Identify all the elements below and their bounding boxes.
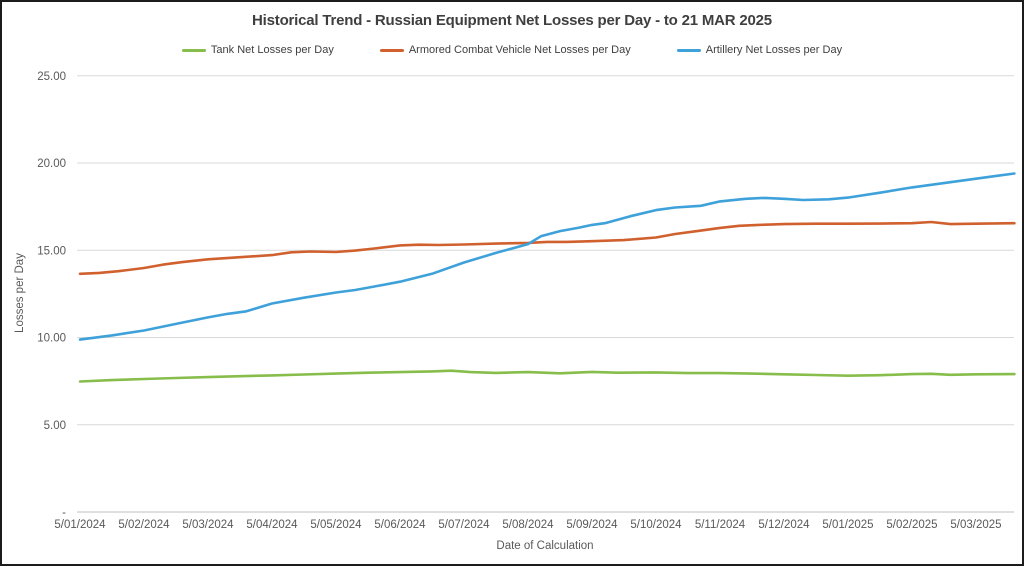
x-tick-label: 5/11/2024 bbox=[695, 519, 746, 531]
x-tick-label: 5/01/2024 bbox=[54, 519, 106, 531]
chart-title: Historical Trend - Russian Equipment Net… bbox=[252, 12, 772, 29]
tank-line-swatch bbox=[181, 48, 206, 52]
x-tick-label: 5/07/2024 bbox=[438, 519, 490, 531]
series-line-artillery bbox=[78, 172, 1016, 341]
legend-label-artillery: Artillery Net Losses per Day bbox=[705, 44, 843, 56]
x-tick-label: 5/06/2024 bbox=[374, 519, 426, 531]
x-axis-title: Date of Calculation bbox=[496, 540, 593, 552]
x-tick-label: 5/04/2024 bbox=[246, 519, 298, 531]
y-axis-title: Losses per Day bbox=[14, 253, 26, 333]
legend-label-tank: Tank Net Losses per Day bbox=[210, 44, 334, 56]
artillery-line-swatch bbox=[676, 48, 701, 52]
legend-item-tank: Tank Net Losses per Day bbox=[181, 44, 334, 56]
series-line-armored-combat-vehicle bbox=[78, 220, 1016, 276]
y-tick-label: 5.00 bbox=[44, 420, 66, 432]
x-tick-label: 5/01/2025 bbox=[822, 519, 873, 531]
x-tick-label: 5/02/2024 bbox=[118, 519, 170, 531]
armored-combat-vehicle-line-swatch bbox=[379, 48, 404, 52]
legend-label-armored-combat-vehicle: Armored Combat Vehicle Net Losses per Da… bbox=[408, 44, 631, 56]
legend-item-armored-combat-vehicle: Armored Combat Vehicle Net Losses per Da… bbox=[379, 44, 631, 56]
y-tick-label: 15.00 bbox=[37, 245, 66, 257]
y-tick-label: - bbox=[62, 507, 66, 519]
series-line-tank bbox=[78, 369, 1016, 383]
x-tick-label: 5/10/2024 bbox=[630, 519, 682, 531]
x-tick-label: 5/12/2024 bbox=[758, 519, 810, 531]
x-tick-label: 5/03/2024 bbox=[182, 519, 234, 531]
y-tick-label: 10.00 bbox=[37, 333, 66, 345]
x-tick-label: 5/03/2025 bbox=[950, 519, 1001, 531]
y-tick-label: 20.00 bbox=[37, 158, 66, 170]
x-tick-label: 5/02/2025 bbox=[886, 519, 937, 531]
x-tick-label: 5/09/2024 bbox=[566, 519, 618, 531]
chart-legend: Tank Net Losses per Day Armored Combat V… bbox=[2, 44, 1022, 56]
x-tick-label: 5/05/2024 bbox=[310, 519, 362, 531]
x-tick-label: 5/08/2024 bbox=[502, 519, 554, 531]
y-tick-label: 25.00 bbox=[37, 71, 66, 83]
legend-item-artillery: Artillery Net Losses per Day bbox=[676, 44, 843, 56]
